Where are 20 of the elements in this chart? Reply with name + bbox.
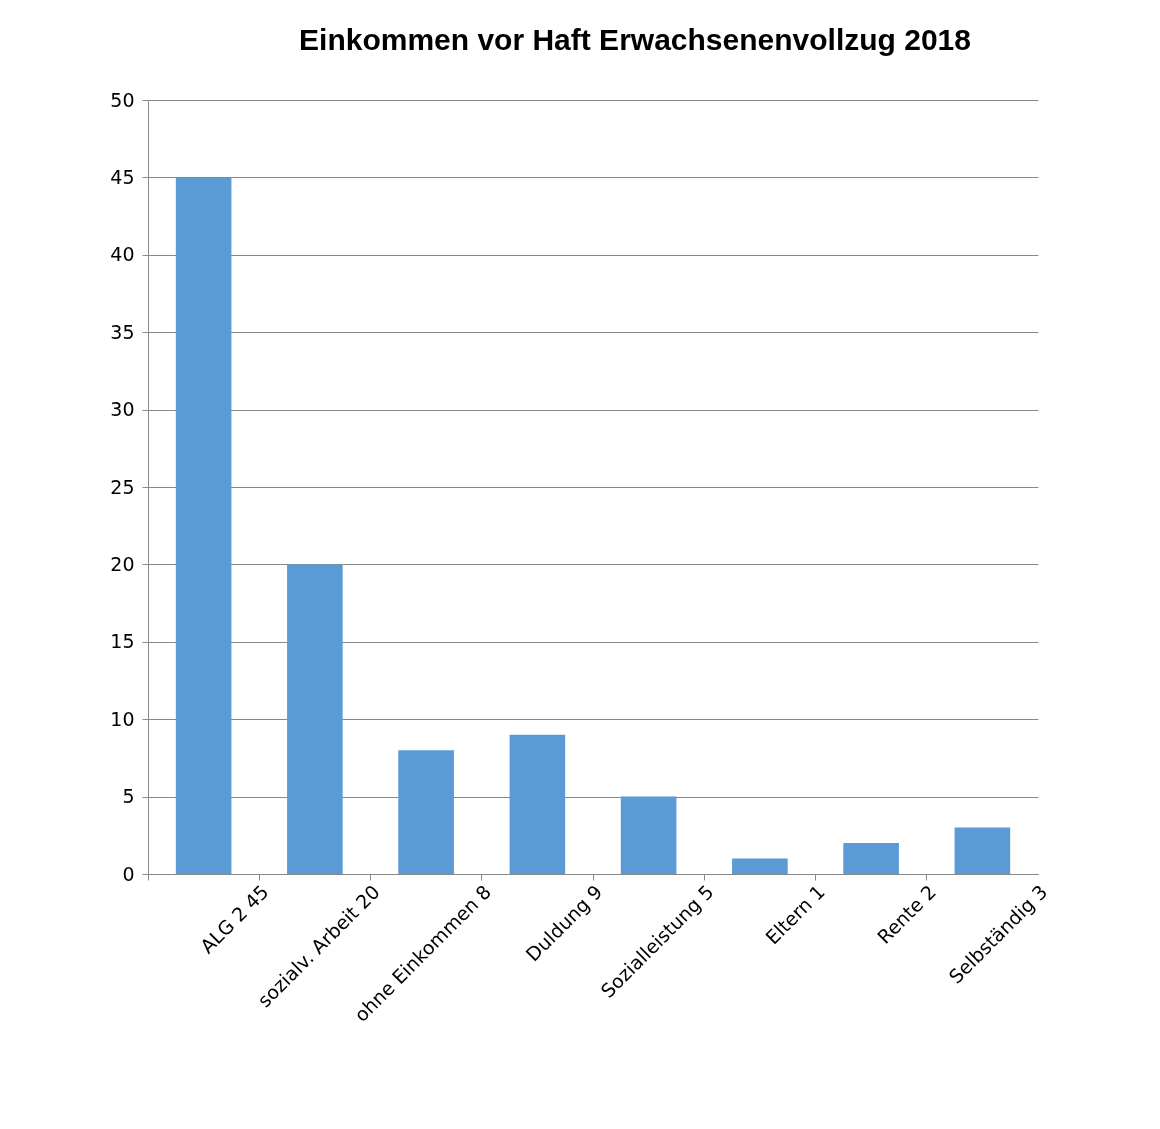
y-tick-label: 25 [110, 475, 135, 498]
bar [175, 177, 232, 874]
y-tick-label: 0 [122, 862, 135, 885]
bar [843, 843, 899, 874]
y-tick-label: 45 [110, 165, 135, 188]
chart-title: Einkommen vor Haft Erwachsenenvollzug 2018 [299, 23, 971, 56]
y-tick-label: 40 [110, 243, 135, 266]
bar [620, 796, 677, 874]
y-tick-label: 15 [110, 630, 135, 653]
y-tick-label: 35 [110, 320, 135, 343]
y-tick-label: 5 [122, 785, 135, 808]
y-tick-label: 50 [110, 88, 135, 111]
bar [287, 564, 343, 874]
y-tick-label: 10 [110, 707, 135, 730]
bar [398, 750, 454, 874]
y-tick-label: 20 [110, 552, 135, 575]
bar [509, 734, 566, 874]
y-tick-label: 30 [110, 398, 135, 421]
bar [732, 858, 788, 874]
bar [954, 827, 1011, 874]
